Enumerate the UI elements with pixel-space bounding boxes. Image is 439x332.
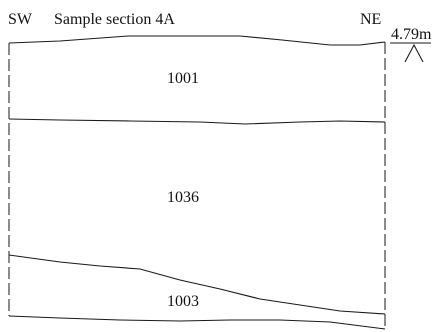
ground-surface-line	[8, 35, 386, 46]
section-title: Sample section 4A	[54, 11, 175, 28]
layer-label-1001: 1001	[167, 70, 199, 87]
datum-marker-icon	[404, 43, 424, 63]
layer-boundary-1001-1036	[8, 118, 386, 125]
layer-boundary-1036-1003	[8, 254, 386, 315]
orientation-left-label: SW	[8, 11, 33, 28]
layer-label-1036: 1036	[167, 189, 199, 206]
layer-label-1003: 1003	[167, 293, 199, 310]
datum-level-label: 4.79m	[391, 26, 432, 43]
orientation-right-label: NE	[360, 11, 381, 28]
section-base-line	[8, 315, 386, 330]
